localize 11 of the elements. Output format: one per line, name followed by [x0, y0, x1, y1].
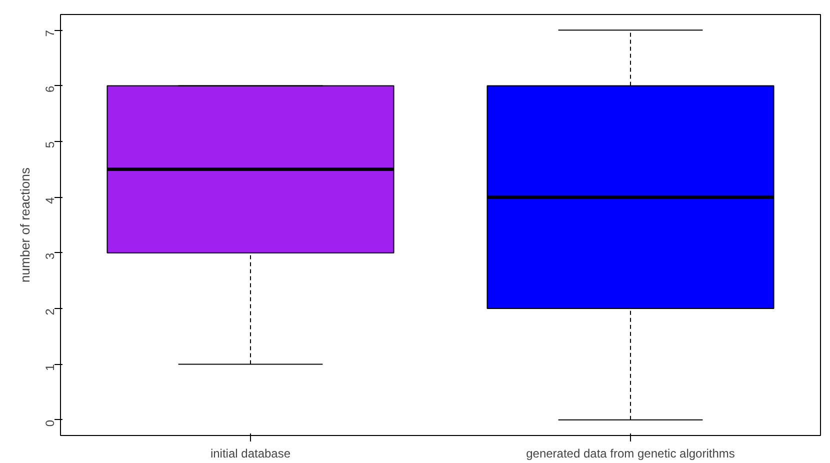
y-tick-label: 2	[43, 308, 57, 316]
y-tick-label: 4	[43, 196, 57, 204]
y-tick-label: 6	[43, 85, 57, 92]
y-tick-label: 3	[43, 252, 57, 260]
y-tick-label: 5	[43, 141, 57, 148]
y-tick-label: 0	[43, 420, 57, 427]
y-tick-label: 1	[43, 364, 57, 371]
y-tick-label: 7	[43, 30, 57, 37]
x-tick-label: generated data from genetic algorithms	[526, 446, 735, 460]
y-axis-title: number of reactions	[18, 167, 32, 282]
x-tick-label: initial database	[210, 446, 291, 460]
